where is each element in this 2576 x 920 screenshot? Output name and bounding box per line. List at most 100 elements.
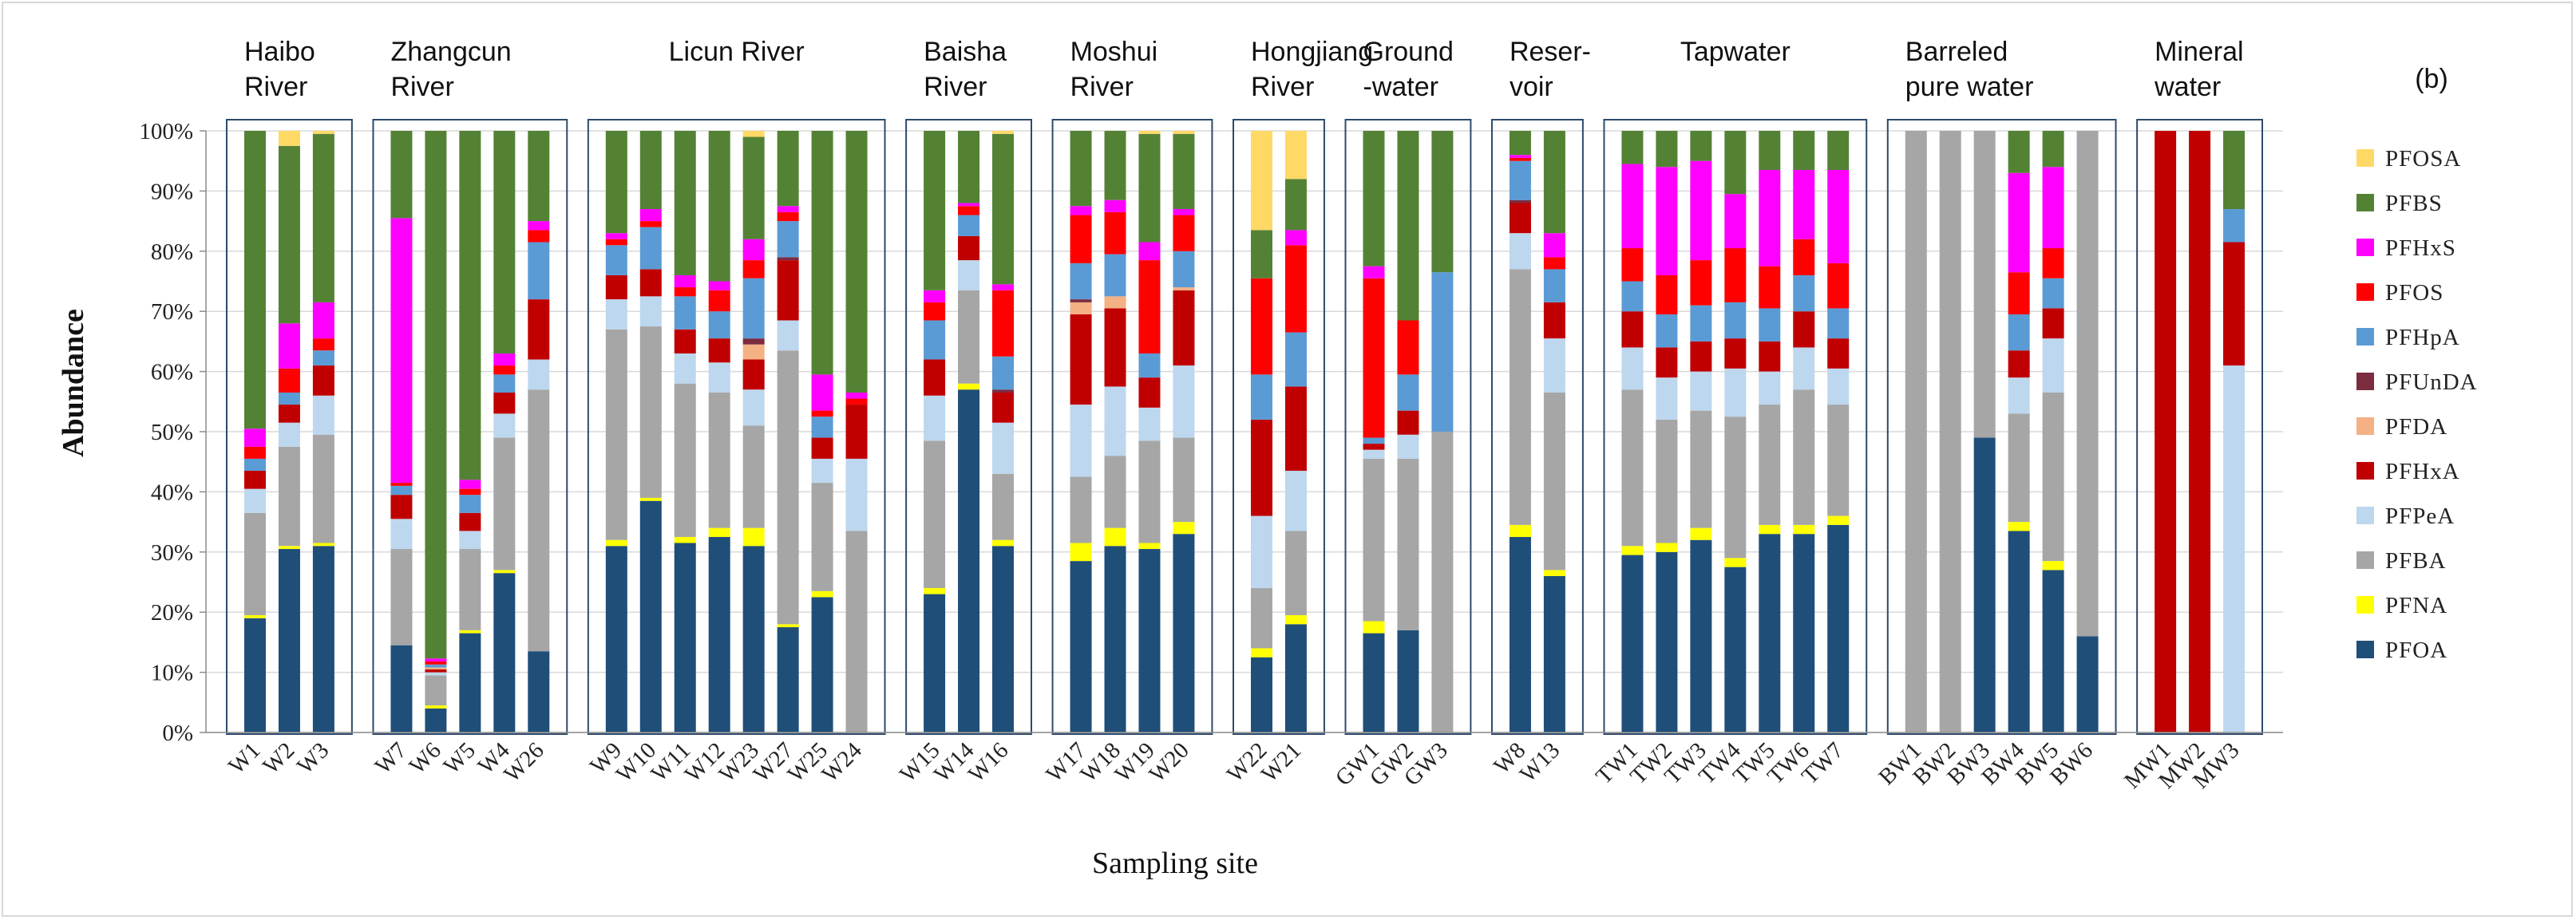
bar-segment-w14-pfba bbox=[958, 290, 980, 384]
bar-segment-w17-pfhpa bbox=[1070, 263, 1092, 300]
bar-segment-w2-pfna bbox=[278, 546, 300, 550]
bar-segment-tw3-pfbs bbox=[1690, 131, 1712, 161]
bar-segment-w10-pfbs bbox=[639, 131, 662, 210]
bar-segment-w20-pfba bbox=[1173, 437, 1195, 523]
bar-segment-w22-pfna bbox=[1250, 648, 1272, 657]
bar-segment-w20-pfhxs bbox=[1173, 209, 1195, 215]
legend-label-pfbs: PFBS bbox=[2385, 191, 2443, 216]
bar-segment-w18-pfhxa bbox=[1104, 308, 1126, 387]
bar-segment-w7-pfhpa bbox=[390, 485, 413, 496]
bar-segment-w16-pfoa bbox=[992, 546, 1015, 732]
bar-segment-w7-pfhxs bbox=[390, 218, 413, 484]
bar-segment-w16-pfba bbox=[992, 473, 1015, 540]
bar-segment-w5-pfbs bbox=[459, 131, 481, 480]
bar-segment-w22-pfpea bbox=[1250, 515, 1272, 589]
bar-segment-w17-pfpea bbox=[1070, 405, 1092, 477]
group-box bbox=[1233, 119, 1325, 735]
bar-segment-w8-pfpea bbox=[1509, 233, 1531, 270]
bar-segment-w17-pfbs bbox=[1070, 131, 1092, 207]
bar-segment-tw5-pfos bbox=[1759, 266, 1781, 309]
bar-segment-tw4-pfba bbox=[1724, 417, 1747, 559]
bar-segment-tw2-pfpea bbox=[1656, 377, 1678, 420]
legend: PFOSA PFBS PFHxS PFOS PFHpA PFUnDA PFDA PFHxA PF… bbox=[2356, 146, 2477, 663]
bar-segment-w24-pfpea bbox=[845, 458, 868, 531]
bar-segment-w6-pfhxa bbox=[425, 669, 447, 673]
bar-segment-w25-pfoa bbox=[811, 597, 833, 732]
bar-segment-tw2-pfna bbox=[1656, 543, 1678, 552]
bar-segment-bw4-pfna bbox=[2008, 522, 2030, 531]
bar-segment-w23-pfna bbox=[742, 527, 765, 547]
bar-segment-w13-pfos bbox=[1543, 257, 1565, 270]
bar-segment-w2-pfhxs bbox=[278, 323, 300, 369]
bar-segment-tw5-pfhpa bbox=[1759, 308, 1781, 342]
bar-segment-mw3-pfhpa bbox=[2223, 209, 2246, 243]
bar-segment-tw6-pfos bbox=[1793, 239, 1815, 275]
bar-segment-w20-pfbs bbox=[1173, 133, 1195, 210]
bar-segment-tw4-pfhpa bbox=[1724, 302, 1747, 339]
bar-segment-w13-pfbs bbox=[1543, 131, 1565, 234]
bar-segment-w27-pfba bbox=[777, 350, 799, 625]
legend-swatch-pfna bbox=[2356, 596, 2374, 614]
bar-segment-w23-pfba bbox=[742, 425, 765, 528]
bar-segment-w1-pfhxa bbox=[243, 471, 266, 489]
bar-segment-tw7-pfpea bbox=[1827, 368, 1850, 405]
bar-segment-tw1-pfoa bbox=[1621, 555, 1644, 732]
bar-segment-w25-pfhxa bbox=[811, 437, 833, 459]
bar-segment-bw4-pfbs bbox=[2008, 131, 2030, 173]
bar-segment-tw3-pfos bbox=[1690, 260, 1712, 306]
bar-segment-w13-pfpea bbox=[1543, 338, 1565, 393]
bar-segment-w12-pfhxs bbox=[708, 281, 730, 290]
y-tick-label: 40% bbox=[151, 480, 193, 505]
bar-segment-w17-pfunda bbox=[1070, 299, 1092, 302]
panel-label: (b) bbox=[2415, 64, 2448, 94]
bar-segment-w18-pfda bbox=[1104, 296, 1126, 309]
bar-segment-w18-pfpea bbox=[1104, 386, 1126, 456]
bar-segment-w6-pfda bbox=[425, 667, 447, 669]
bar-segment-w12-pfba bbox=[708, 392, 730, 528]
bar-segment-tw7-pfhpa bbox=[1827, 308, 1850, 339]
bar-segment-w10-pfna bbox=[639, 497, 662, 501]
bar-segment-w3-pfoa bbox=[312, 546, 334, 732]
y-tick-label: 0% bbox=[162, 721, 193, 746]
site-label: W1 bbox=[224, 737, 265, 779]
bar-segment-w20-pfna bbox=[1173, 522, 1195, 535]
bar-segment-w16-pfhxa bbox=[992, 392, 1015, 423]
bar-segment-w23-pfunda bbox=[742, 338, 765, 345]
bar-segment-w23-pfda bbox=[742, 344, 765, 360]
bar-segment-w12-pfpea bbox=[708, 362, 730, 393]
legend-swatch-pfhpa bbox=[2356, 328, 2374, 345]
bar-segment-w10-pfos bbox=[639, 221, 662, 227]
bar-segment-bw4-pfpea bbox=[2008, 377, 2030, 414]
x-axis-title: Sampling site bbox=[1092, 847, 1258, 880]
bar-segment-w1-pfbs bbox=[243, 131, 266, 429]
group-label: Ground bbox=[1363, 37, 1454, 67]
bar-segment-w23-pfhxa bbox=[742, 359, 765, 390]
bar-segment-w21-pfos bbox=[1284, 245, 1307, 333]
bar-segment-w4-pfna bbox=[493, 570, 516, 574]
bar-segment-w22-pfhpa bbox=[1250, 374, 1272, 420]
bar-segment-w2-pfhpa bbox=[278, 392, 300, 405]
bar-segment-w13-pfoa bbox=[1543, 575, 1565, 732]
bar-segment-w27-pfhxs bbox=[777, 206, 799, 212]
group-label: Zhangcun bbox=[390, 37, 511, 67]
group-box bbox=[587, 119, 886, 735]
bar-segment-w2-pfbs bbox=[278, 145, 300, 324]
bar-segment-bw3-pfba bbox=[1973, 131, 1996, 438]
group-label: pure water bbox=[1905, 72, 2034, 102]
group-label: Licun River bbox=[669, 37, 805, 67]
site-label: TW7 bbox=[1797, 737, 1849, 789]
bar-segment-w19-pfhxs bbox=[1138, 242, 1161, 261]
bar-segment-w2-pfba bbox=[278, 446, 300, 547]
bar-segment-w20-pfhxa bbox=[1173, 290, 1195, 366]
bar-segment-tw2-pfos bbox=[1656, 274, 1678, 314]
bar-segment-w18-pfhpa bbox=[1104, 254, 1126, 297]
site-label: W2 bbox=[258, 737, 299, 779]
bar-segment-w1-pfhxs bbox=[243, 428, 266, 447]
legend-label-pfosa: PFOSA bbox=[2385, 146, 2461, 172]
bar-segment-w17-pfba bbox=[1070, 476, 1092, 543]
bar-segment-w25-pfbs bbox=[811, 131, 833, 375]
legend-label-pfoa: PFOA bbox=[2385, 638, 2447, 663]
bar-segment-tw1-pfba bbox=[1621, 389, 1644, 547]
bar-segment-bw5-pfhxa bbox=[2042, 308, 2064, 339]
